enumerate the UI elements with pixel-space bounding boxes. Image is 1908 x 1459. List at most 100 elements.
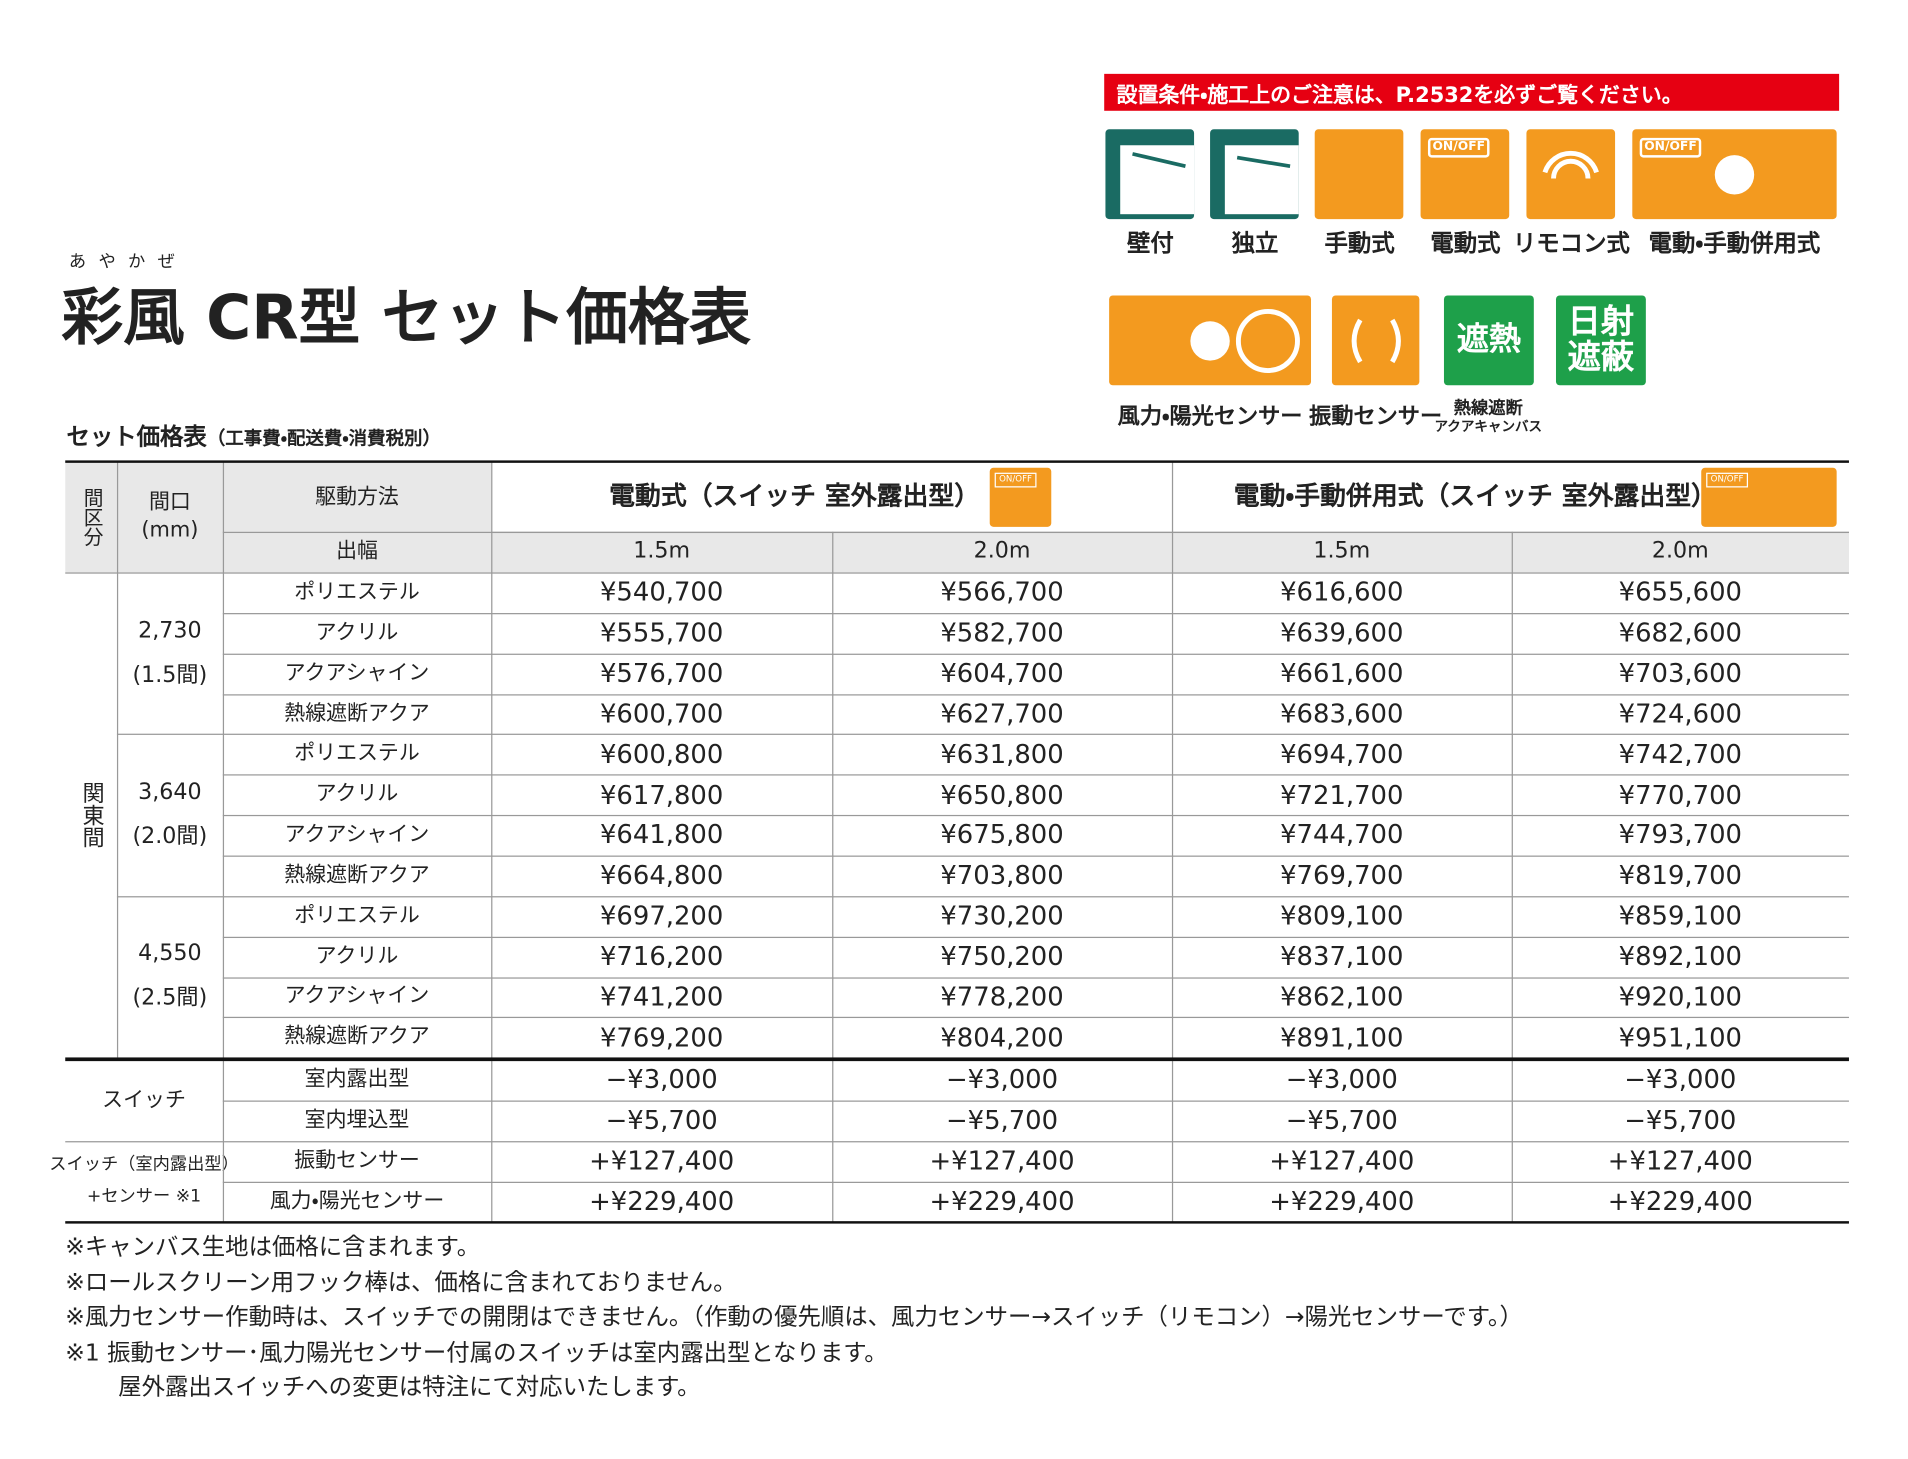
price: +¥127,400 [1607, 1145, 1753, 1176]
icon-remote [1526, 129, 1616, 220]
price: +¥127,400 [589, 1145, 735, 1176]
rule [222, 693, 1849, 695]
icon-heat-text: 遮熱 [1456, 321, 1521, 359]
material: ポリエステル [294, 579, 420, 605]
price: ¥582,700 [940, 618, 1064, 648]
price: ¥721,700 [1280, 779, 1404, 810]
rule [222, 612, 1849, 615]
rule [222, 1017, 1849, 1019]
material: アクリル [315, 781, 399, 807]
title: 彩風 CR型 セット価格表 [61, 281, 751, 354]
width-cell: 2,730 (1.5間) [117, 572, 223, 734]
material: アクリル [315, 943, 399, 969]
option-name: 室内埋込型 [304, 1107, 410, 1133]
icon-line [1132, 152, 1186, 168]
price: −¥3,000 [1624, 1065, 1737, 1095]
text-line: 4,550 [138, 941, 202, 967]
text-line: +センサー ※1 [86, 1186, 202, 1206]
icon-manual [1314, 129, 1404, 220]
price: −¥5,700 [605, 1105, 718, 1136]
price: ¥951,100 [1618, 1022, 1742, 1053]
head-switch-icon [1701, 467, 1837, 527]
icon-label: 独立 [1231, 230, 1279, 258]
option-name: 室内露出型 [304, 1067, 410, 1092]
price: ¥716,200 [599, 941, 724, 972]
text-line: 3,640 [138, 779, 202, 806]
option-label: スイッチ（室内露出型） +センサー ※1 [49, 1141, 239, 1222]
icon-label: 振動センサー [1309, 394, 1442, 441]
material: アクアシャイン [284, 660, 430, 686]
price: ¥697,200 [599, 901, 724, 931]
head-proj: 2.0m [1651, 538, 1709, 565]
rule [832, 531, 834, 1223]
head-proj: 2.0m [973, 538, 1031, 565]
ruby: あやかぜ [68, 252, 188, 273]
head-onoff: ON/OFF [994, 472, 1037, 488]
price: ¥703,800 [940, 860, 1064, 891]
price: ¥617,800 [599, 779, 724, 810]
price: ¥742,700 [1618, 739, 1742, 769]
note: ※風力センサー作動時は、スイッチでの開閉はできません。（作動の優先順は、風力セン… [65, 1303, 1523, 1331]
price: ¥683,600 [1280, 698, 1404, 729]
rule [65, 460, 1849, 463]
icon-wall-inner [1120, 145, 1195, 215]
note: 屋外露出スイッチへの変更は特注にて対応いたします。 [118, 1374, 701, 1402]
icon-wave [1542, 150, 1599, 179]
price: +¥229,400 [929, 1186, 1075, 1216]
price: ¥616,600 [1280, 577, 1404, 608]
head-group: 電動式（スイッチ 室外露出型） [491, 461, 1172, 532]
price: ¥891,100 [1280, 1022, 1404, 1053]
option-name: 風力・陽光センサー [269, 1188, 445, 1214]
price: ¥604,700 [940, 658, 1064, 689]
head-switch-icon [989, 467, 1052, 527]
rule [116, 734, 1849, 736]
head-onoff: ON/OFF [1706, 472, 1749, 488]
price: ¥664,800 [599, 860, 724, 891]
icon-shade-text: 日射遮蔽 [1567, 303, 1635, 377]
rule [222, 653, 1849, 655]
rule [65, 1221, 1849, 1224]
price: ¥741,200 [599, 982, 724, 1012]
icon-plus [1714, 155, 1755, 195]
price: ¥600,800 [599, 739, 724, 769]
price: ¥920,100 [1618, 982, 1742, 1012]
price: ¥600,700 [599, 698, 724, 729]
price: ¥566,700 [940, 577, 1064, 608]
price: +¥229,400 [1607, 1186, 1753, 1216]
price: ¥770,700 [1618, 779, 1742, 810]
icon-sun [1235, 308, 1300, 373]
price: ¥809,100 [1280, 901, 1404, 931]
icon-onoff: ON/OFF [1427, 137, 1490, 158]
icon-plus [1190, 321, 1230, 361]
head-drive: 駆動方法 [315, 484, 399, 510]
price: ¥639,600 [1280, 618, 1404, 648]
icon-label: リモコン式 [1512, 230, 1630, 258]
note: ※1 振動センサー･風力陽光センサー付属のスイッチは室内露出型となります。 [65, 1339, 888, 1367]
option-name: 振動センサー [294, 1148, 420, 1173]
width-cell: 4,550 (2.5間) [117, 896, 223, 1058]
rule [1171, 461, 1174, 1223]
price: ¥859,100 [1618, 901, 1742, 931]
price: ¥555,700 [599, 618, 724, 648]
price: ¥892,100 [1618, 941, 1742, 972]
head-zone: 間区分 [80, 487, 104, 547]
price: ¥627,700 [940, 698, 1064, 729]
icon-shade [1555, 295, 1646, 386]
icon-vibration [1331, 295, 1420, 386]
text-line: 間口 [148, 490, 191, 515]
zone: 関東間 [78, 781, 105, 849]
price: ¥819,700 [1618, 860, 1742, 891]
rule [65, 1140, 1849, 1142]
icon-vib-wave [1351, 318, 1401, 364]
text-line: スイッチ [102, 1087, 186, 1113]
price: ¥650,800 [940, 779, 1064, 810]
option-label: スイッチ [65, 1060, 223, 1141]
price: ¥661,600 [1280, 658, 1404, 689]
rule [65, 1057, 1849, 1061]
material: アクアシャイン [284, 822, 430, 847]
price: ¥703,600 [1618, 658, 1742, 689]
price: −¥3,000 [605, 1065, 718, 1095]
rule [65, 572, 1849, 574]
icon-label: 熱線遮断 アクアキャンバス [1432, 394, 1545, 441]
